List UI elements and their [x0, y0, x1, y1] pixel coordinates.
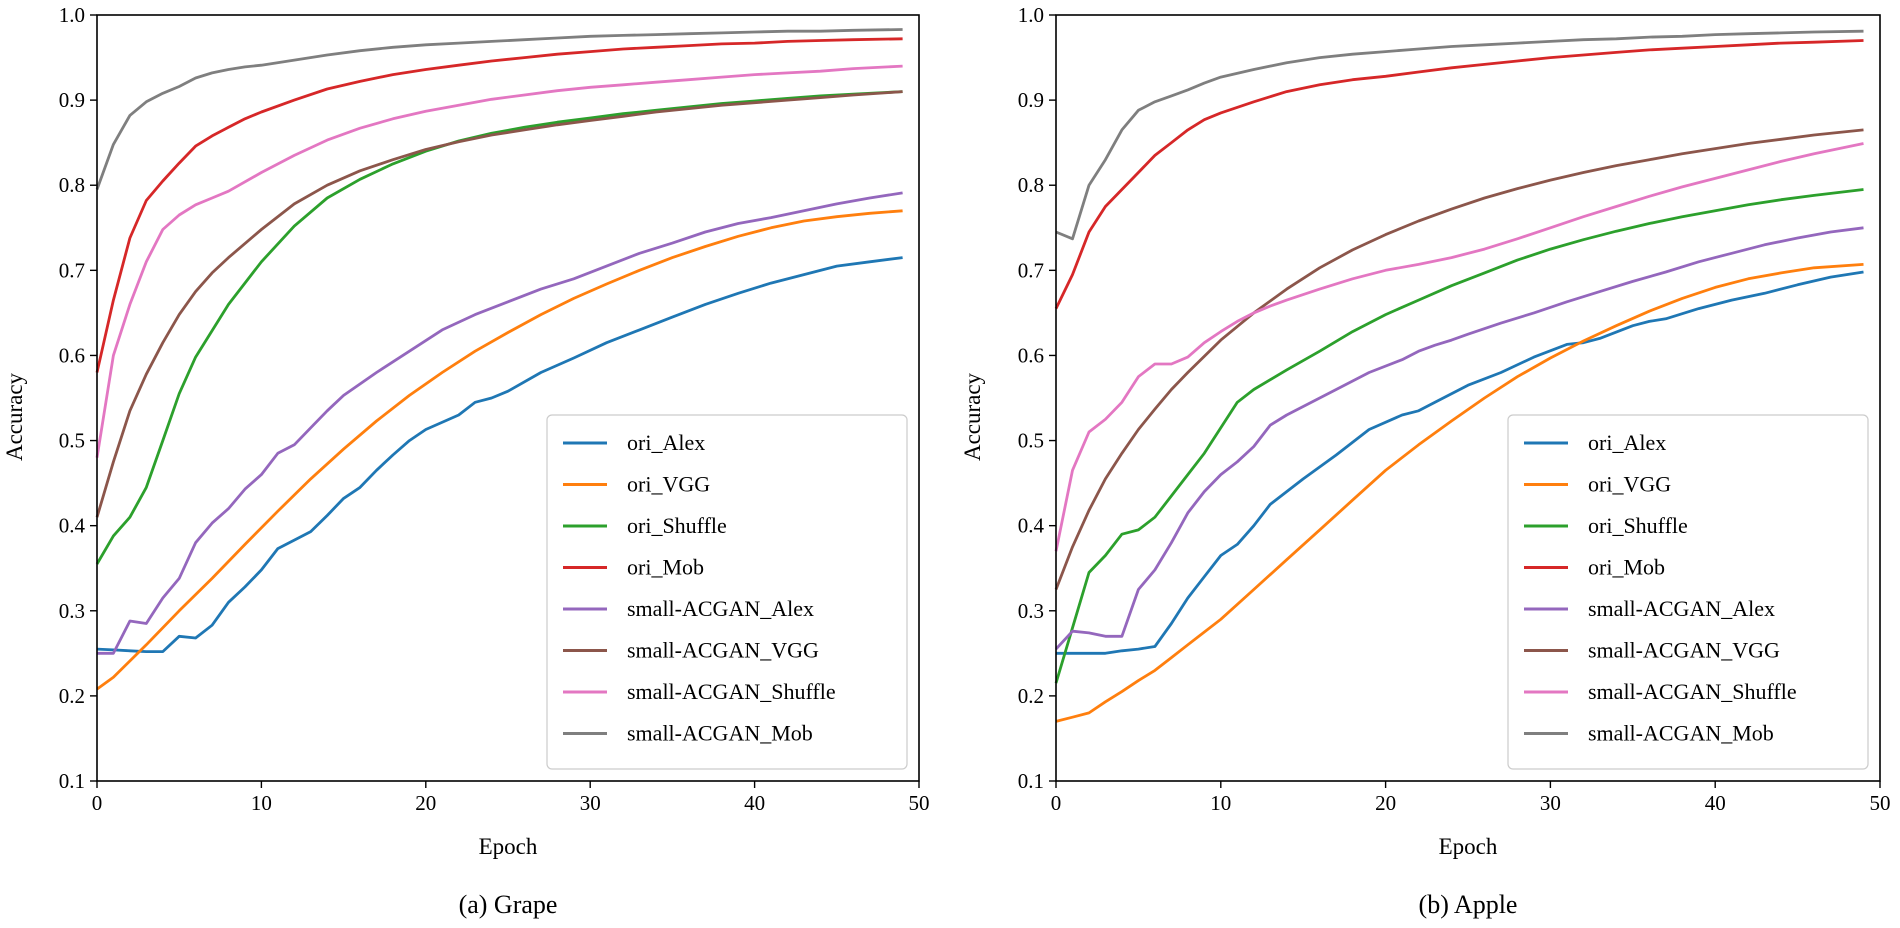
grape-series-line-ori-vgg — [96, 209, 903, 691]
grape-legend: ori_Alex ori_VGG ori_Shuffle ori_Mob small-A… — [546, 414, 908, 770]
chart-grape: Accuracy Epoch (a) Grape 0 10 20 30 40 50 0.1 0… — [2, 3, 930, 919]
apple-x-tick-label: 30 — [1540, 791, 1561, 815]
apple-y-tick-label: 0.3 — [1018, 599, 1044, 623]
grape-x-tick-label: 20 — [415, 791, 436, 815]
grape-y-tick-label: 0.9 — [59, 88, 85, 112]
apple-caption: (b) Apple — [1419, 890, 1518, 919]
apple-x-tick-label: 40 — [1705, 791, 1726, 815]
grape-legend-label: small-ACGAN_VGG — [627, 638, 819, 663]
grape-x-tick-label: 0 — [92, 791, 103, 815]
apple-x-tick-label: 0 — [1051, 791, 1062, 815]
grape-legend-label: small-ACGAN_Shuffle — [627, 679, 836, 704]
apple-plot-frame — [1055, 14, 1881, 782]
grape-legend-box — [546, 414, 908, 770]
apple-series-line-ori-mob — [1054, 39, 1864, 310]
apple-y-tick-label: 0.2 — [1018, 684, 1044, 708]
grape-series-line-ori-alex — [96, 256, 903, 653]
apple-legend-label: ori_Mob — [1588, 555, 1665, 580]
apple-y-tick-label: 0.8 — [1018, 173, 1044, 197]
chart-apple: Accuracy Epoch (b) Apple 0 10 20 30 40 50 0.1 0… — [960, 3, 1891, 919]
grape-y-tick-label: 0.8 — [59, 173, 85, 197]
grape-plot-frame — [96, 14, 920, 782]
apple-series-line-small-acgan-vgg — [1054, 128, 1864, 591]
grape-legend-label: small-ACGAN_Alex — [627, 596, 814, 621]
grape-series-line-small-acgan-mob — [95, 28, 903, 190]
apple-x-axis-label: Epoch — [1439, 834, 1498, 859]
apple-series-line-small-acgan-alex — [1054, 226, 1864, 651]
grape-series-line-ori-mob — [95, 37, 903, 373]
grape-legend-label: ori_Mob — [627, 555, 704, 580]
grape-legend-label: ori_Alex — [627, 430, 705, 455]
grape-series-line-small-acgan-shuffle — [95, 64, 903, 458]
grape-y-tick-label: 0.2 — [59, 684, 85, 708]
grape-x-tick-label: 40 — [744, 791, 765, 815]
grape-x-tick-label: 30 — [580, 791, 601, 815]
apple-legend-label: ori_Alex — [1588, 430, 1666, 455]
grape-y-tick-label: 1.0 — [59, 3, 85, 27]
grape-y-tick-label: 0.5 — [59, 429, 85, 453]
apple-legend-label: ori_Shuffle — [1588, 513, 1688, 538]
apple-series-line-ori-shuffle — [1054, 188, 1864, 684]
apple-legend-label: small-ACGAN_Shuffle — [1588, 679, 1797, 704]
grape-x-tick-label: 10 — [251, 791, 272, 815]
apple-x-tick-label: 50 — [1870, 791, 1891, 815]
grape-y-axis-label: Accuracy — [2, 372, 27, 461]
apple-y-tick-label: 0.4 — [1018, 514, 1045, 538]
apple-x-tick-label: 20 — [1375, 791, 1396, 815]
apple-y-tick-label: 0.6 — [1018, 343, 1044, 367]
apple-series-line-ori-vgg — [1055, 263, 1864, 723]
grape-legend-label: ori_VGG — [627, 472, 710, 497]
apple-y-tick-label: 0.1 — [1018, 769, 1044, 793]
apple-x-tick-label: 10 — [1210, 791, 1231, 815]
grape-series-line-small-acgan-vgg — [95, 90, 903, 518]
grape-legend-label: small-ACGAN_Mob — [627, 721, 813, 746]
grape-x-tick-label: 50 — [909, 791, 930, 815]
apple-y-tick-label: 0.7 — [1018, 258, 1044, 282]
apple-legend-label: small-ACGAN_Mob — [1588, 721, 1774, 746]
apple-legend-label: small-ACGAN_VGG — [1588, 638, 1780, 663]
grape-y-tick-label: 0.3 — [59, 599, 85, 623]
apple-series-line-small-acgan-shuffle — [1054, 142, 1864, 552]
grape-y-tick-label: 0.6 — [59, 343, 85, 367]
apple-legend-label: ori_VGG — [1588, 472, 1671, 497]
grape-y-tick-label: 0.7 — [59, 258, 85, 282]
apple-legend-box — [1507, 414, 1869, 770]
grape-x-axis-label: Epoch — [479, 834, 538, 859]
grape-y-tick-label: 0.1 — [59, 769, 85, 793]
apple-y-tick-label: 0.5 — [1018, 429, 1044, 453]
grape-legend-label: ori_Shuffle — [627, 513, 727, 538]
apple-y-tick-label: 1.0 — [1018, 3, 1044, 27]
apple-series-line-ori-alex — [1056, 270, 1864, 655]
apple-y-axis-label: Accuracy — [960, 372, 985, 461]
apple-series-line-small-acgan-mob — [1055, 29, 1864, 241]
grape-series-line-small-acgan-alex — [97, 191, 903, 655]
apple-legend-label: small-ACGAN_Alex — [1588, 596, 1775, 621]
grape-caption: (a) Grape — [459, 890, 558, 919]
grape-y-tick-label: 0.4 — [59, 514, 86, 538]
apple-y-tick-label: 0.9 — [1018, 88, 1044, 112]
apple-legend: ori_Alex ori_VGG ori_Shuffle ori_Mob small-A… — [1507, 414, 1869, 770]
